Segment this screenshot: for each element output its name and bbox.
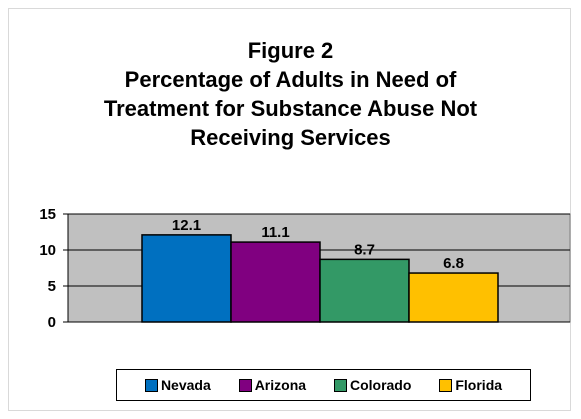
legend-label-arizona: Arizona xyxy=(254,377,307,393)
chart-title: Figure 2 Percentage of Adults in Need of… xyxy=(0,36,581,152)
legend-entry-colorado: Colorado xyxy=(333,377,412,393)
legend-entry-nevada: Nevada xyxy=(144,377,211,393)
legend-entry-florida: Florida xyxy=(439,377,502,393)
y-tick-label-15: 15 xyxy=(39,206,56,223)
data-label-arizona: 11.1 xyxy=(261,224,289,241)
title-line-2: Percentage of Adults in Need of xyxy=(124,67,457,92)
bar-nevada xyxy=(141,234,232,323)
legend-label-nevada: Nevada xyxy=(160,377,211,393)
legend-label-florida: Florida xyxy=(455,377,503,393)
data-label-nevada: 12.1 xyxy=(172,217,201,234)
data-label-florida: 6.8 xyxy=(443,255,464,272)
legend-swatch-arizona xyxy=(238,378,252,392)
legend-swatch-florida xyxy=(439,378,453,392)
y-tick-label-5: 5 xyxy=(48,278,56,295)
chart-frame xyxy=(8,8,571,411)
legend-swatch-nevada xyxy=(144,378,158,392)
chart-legend: Nevada Arizona Colorado Florida xyxy=(116,369,531,401)
y-tick-label-0: 0 xyxy=(48,314,56,331)
legend-label-colorado: Colorado xyxy=(349,377,412,393)
title-line-4: Receiving Services xyxy=(190,125,391,150)
title-line-3: Treatment for Substance Abuse Not xyxy=(103,96,478,121)
legend-entry-arizona: Arizona xyxy=(238,377,307,393)
title-line-1: Figure 2 xyxy=(247,38,334,63)
bar-colorado xyxy=(319,258,410,323)
data-label-colorado: 8.7 xyxy=(354,241,375,258)
bar-arizona xyxy=(230,241,321,323)
bar-florida xyxy=(408,272,499,323)
y-tick-label-10: 10 xyxy=(39,242,56,259)
legend-swatch-colorado xyxy=(333,378,347,392)
